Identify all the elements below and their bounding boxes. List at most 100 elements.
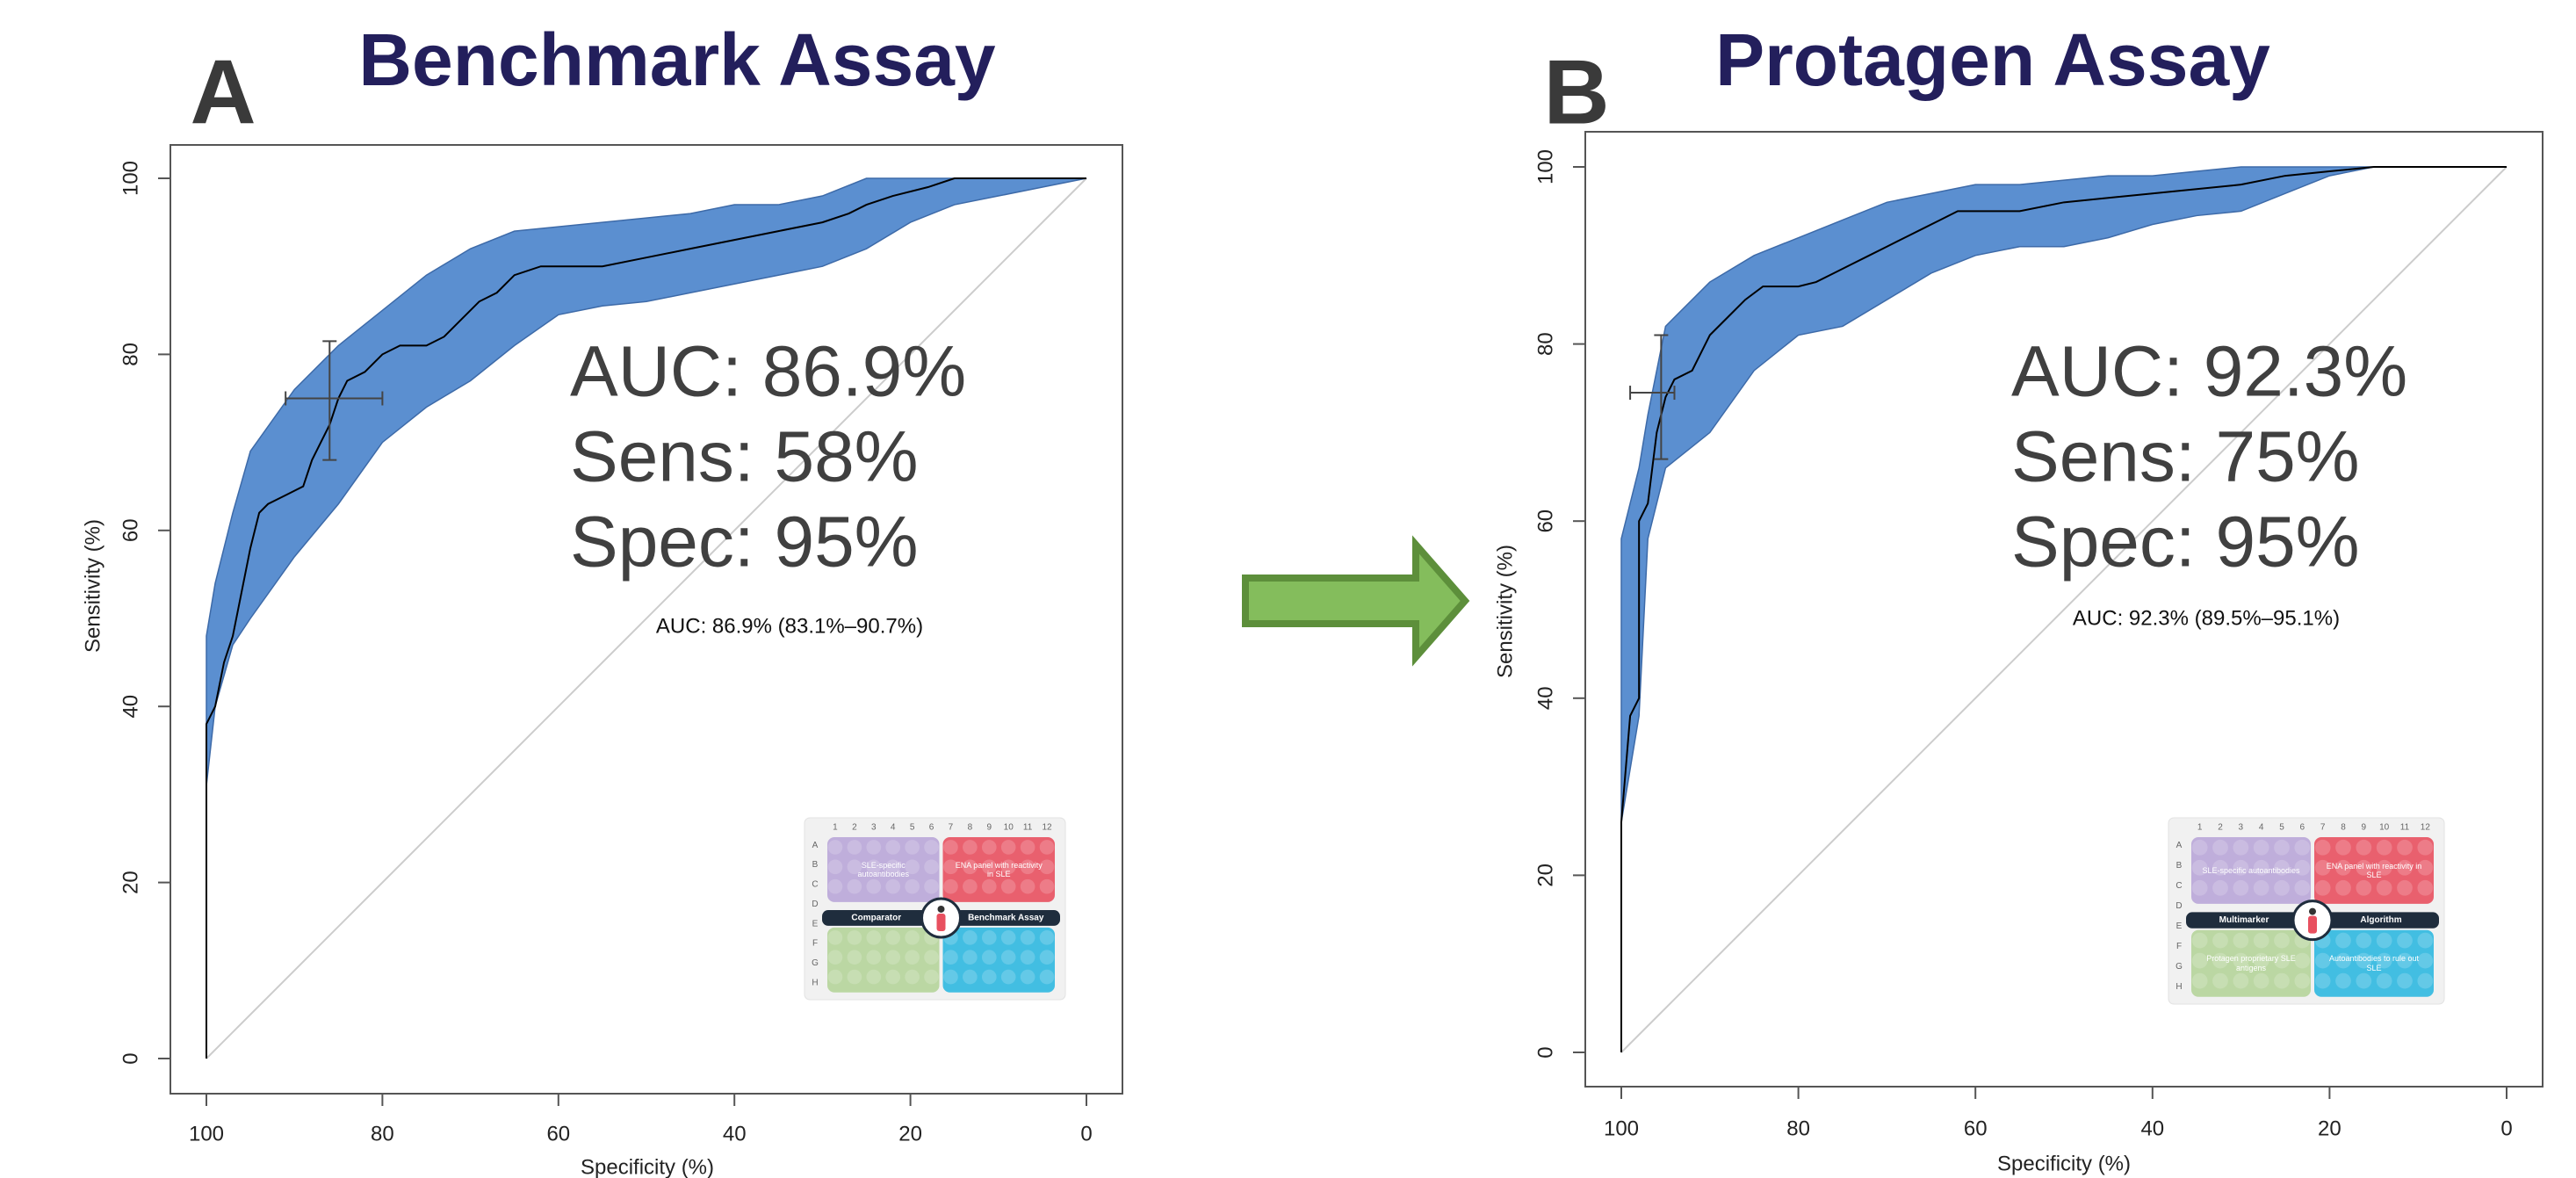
plate-well [1039, 840, 1055, 855]
plate-well [2376, 952, 2392, 969]
plate-well [2233, 952, 2249, 969]
plate-well [2274, 839, 2290, 856]
plate-quadrant [827, 837, 940, 902]
plate-column: 5 [2279, 823, 2284, 833]
quadrant-label-box: Protagen proprietary SLE antigens [2206, 954, 2296, 972]
plate-well [981, 859, 997, 875]
plate-well [2335, 952, 2351, 969]
bar-right-label: Benchmark Assay [968, 914, 1044, 923]
y-tick-label: 0 [1533, 1046, 1557, 1058]
plate-well [2233, 879, 2249, 896]
plate-well [827, 878, 843, 894]
plate-well [943, 950, 958, 965]
plate-row: B [812, 860, 819, 870]
quadrant-label: Autoantibodies to rule out SLE [2328, 954, 2420, 972]
plate-well [924, 878, 939, 894]
plate-well [2274, 859, 2290, 876]
plate-well [2253, 839, 2269, 856]
plate-row: G [812, 958, 819, 968]
plate-well [885, 930, 901, 945]
plate-row: A [812, 841, 819, 850]
plate-quadrant [2191, 929, 2311, 997]
plate-well [905, 930, 920, 945]
y-tick-label: 60 [119, 518, 142, 542]
plate-well [2253, 932, 2269, 949]
x-tick-label: 0 [2500, 1117, 2512, 1140]
y-tick-label: 80 [119, 343, 142, 366]
plate-well [905, 840, 920, 855]
plate-well [2294, 972, 2311, 989]
plate-column: 2 [852, 823, 857, 833]
person-head [2309, 907, 2316, 915]
plate-row: D [812, 900, 818, 909]
plate-well [981, 878, 997, 894]
plate-well [2335, 859, 2351, 876]
plate-well [2356, 932, 2372, 949]
plot-frame [170, 144, 1123, 1095]
x-tick-label: 80 [371, 1122, 394, 1145]
plate-well [2417, 952, 2434, 969]
plate-well [2314, 972, 2331, 989]
plate-well [866, 878, 882, 894]
plate-well [847, 859, 862, 875]
plate-well [2253, 879, 2269, 896]
plate-well [1020, 930, 1035, 945]
plate-well [2356, 952, 2372, 969]
plate-well [866, 859, 882, 875]
plate-well [2335, 932, 2351, 949]
plate-well [2335, 972, 2351, 989]
bar-left-label: Multimarker [2219, 915, 2269, 925]
plate-well [924, 840, 939, 855]
plate-column: 6 [2300, 823, 2305, 833]
plate-well [2356, 859, 2372, 876]
plate-well [2417, 972, 2434, 989]
plate-well [905, 859, 920, 875]
plate-well [905, 878, 920, 894]
plate-well [2335, 879, 2351, 896]
y-axis-label: Sensitivity (%) [1493, 545, 1517, 678]
plate-row: G [2176, 962, 2183, 972]
plate-well [2376, 932, 2392, 949]
plate-well [1020, 859, 1035, 875]
plate-column: 3 [2239, 823, 2244, 833]
plate-well [2376, 879, 2392, 896]
plate-well [847, 840, 862, 855]
bar-right-label: Algorithm [2360, 915, 2401, 925]
plate-well [2376, 859, 2392, 876]
plate-well [1039, 859, 1055, 875]
plate-well [1000, 950, 1016, 965]
x-tick-label: 40 [723, 1122, 747, 1145]
plate-well [2233, 859, 2249, 876]
plate-well [2212, 839, 2228, 856]
plate-well [2191, 972, 2208, 989]
plate-row: A [2176, 841, 2183, 850]
plate-well [2212, 952, 2228, 969]
plate-row: E [812, 919, 819, 929]
plate-well [2356, 879, 2372, 896]
panel-letter: A [190, 41, 256, 143]
plate-well [2397, 839, 2413, 856]
quadrant-label: ENA panel with reactivity in SLE [2326, 861, 2422, 879]
arrow [1242, 535, 1470, 667]
plate-well [2397, 859, 2413, 876]
plate-well [2294, 859, 2311, 876]
plate-well [2212, 932, 2228, 949]
plate-well [1000, 840, 1016, 855]
plate-well [981, 840, 997, 855]
plate-well [2417, 932, 2434, 949]
plate-well [2397, 879, 2413, 896]
auc-ci-text: AUC: 86.9% (83.1%–90.7%) [656, 614, 923, 638]
y-tick-label: 0 [119, 1052, 142, 1064]
plate-well [2212, 972, 2228, 989]
plate-well [827, 969, 843, 985]
plate-column: 8 [968, 823, 973, 833]
plate-column: 12 [1042, 823, 1052, 833]
plate-well [1039, 969, 1055, 985]
plate-well [2294, 952, 2311, 969]
plate-well [885, 969, 901, 985]
plate-column: 7 [949, 823, 954, 833]
y-tick-label: 60 [1533, 510, 1557, 533]
plate-well [2397, 952, 2413, 969]
reference-diagonal [206, 177, 1087, 1059]
plate-row: F [2176, 942, 2182, 951]
